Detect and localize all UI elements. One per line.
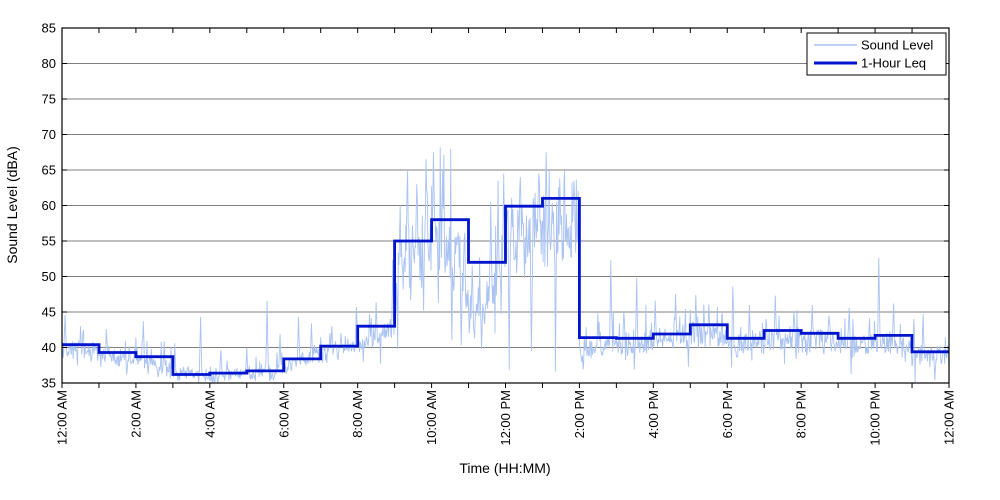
x-tick-label: 4:00 AM — [202, 390, 217, 438]
y-tick-label: 50 — [42, 269, 56, 284]
y-axis-title: Sound Level (dBA) — [4, 146, 20, 264]
x-tick-label: 10:00 PM — [868, 390, 883, 446]
x-tick-label: 6:00 AM — [276, 390, 291, 438]
x-tick-label: 10:00 AM — [424, 390, 439, 445]
x-tick-label: 4:00 PM — [646, 390, 661, 438]
y-tick-label: 45 — [42, 305, 56, 320]
x-tick-label: 2:00 AM — [128, 390, 143, 438]
y-tick-label: 60 — [42, 198, 56, 213]
y-tick-label: 80 — [42, 56, 56, 71]
y-tick-label: 55 — [42, 234, 56, 249]
legend-label-1-hour-leq: 1-Hour Leq — [861, 56, 926, 71]
series-layer — [61, 147, 950, 384]
legend-box — [806, 32, 947, 76]
y-tick-label: 35 — [42, 376, 56, 391]
axes-layer — [61, 27, 950, 388]
y-tick-label: 40 — [42, 340, 56, 355]
x-tick-label: 8:00 AM — [350, 390, 365, 438]
y-tick-label: 85 — [42, 21, 56, 36]
x-tick-label: 8:00 PM — [794, 390, 809, 438]
x-tick-label: 6:00 PM — [720, 390, 735, 438]
x-tick-label: 2:00 PM — [572, 390, 587, 438]
legend-label-sound-level: Sound Level — [861, 38, 933, 53]
y-tick-label: 75 — [42, 92, 56, 107]
x-tick-label: 12:00 PM — [498, 390, 513, 446]
leq-step-line — [62, 197, 949, 376]
legend: Sound Level 1-Hour Leq — [806, 32, 947, 76]
tick-labels: 35 40 45 50 55 60 65 70 75 80 85 12:00 AM 2:00 AM 4:0… — [42, 21, 957, 446]
x-axis-title: Time (HH:MM) — [459, 460, 550, 476]
y-tick-label: 70 — [42, 127, 56, 142]
x-tick-label: 12:00 AM — [55, 390, 70, 445]
y-tick-label: 65 — [42, 163, 56, 178]
x-tick-label: 12:00 AM — [942, 390, 957, 445]
